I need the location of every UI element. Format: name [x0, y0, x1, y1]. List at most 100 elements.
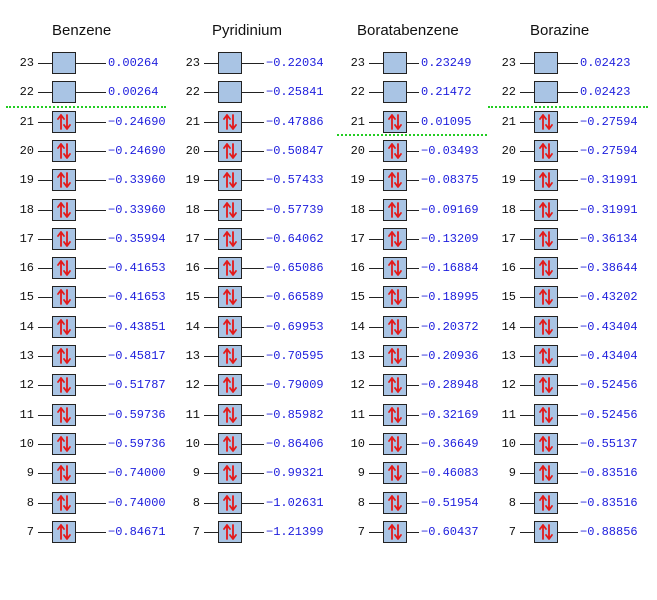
level-line-left [369, 473, 383, 475]
orbital-energy: 0.21472 [421, 85, 472, 100]
orbital-energy: −0.55137 [580, 436, 638, 451]
orbital-index: 17 [185, 231, 200, 246]
spin-up-down-arrows-icon [223, 494, 237, 511]
level-line-right [76, 121, 106, 123]
occupied-orbital-box [218, 198, 242, 221]
level-line-left [38, 268, 52, 270]
molecule-column: Benzene 23 0.00264 22 0.00264 21 −0.24690 20 −0.… [6, 0, 170, 600]
orbital-energy: −0.51954 [421, 495, 479, 510]
spin-up-down-arrows-icon [539, 377, 553, 394]
spin-up-down-arrows-icon [539, 260, 553, 276]
occupied-orbital-box [52, 139, 76, 162]
orbital-index: 21 [501, 114, 516, 129]
orbital-index: 15 [350, 290, 365, 305]
orbital-energy: −0.33960 [108, 202, 166, 217]
spin-up-down-arrows-icon [388, 523, 402, 540]
orbital-level: 19 −0.57433 [172, 169, 336, 193]
level-line-right [76, 473, 106, 475]
orbital-index: 21 [19, 114, 34, 129]
level-line-left [369, 356, 383, 357]
level-line-right [407, 414, 419, 416]
level-line-right [242, 92, 264, 94]
occupied-orbital-box [52, 374, 76, 397]
orbital-index: 12 [350, 378, 365, 393]
orbital-level: 8 −0.74000 [6, 491, 170, 516]
level-line-right [407, 531, 419, 533]
virtual-orbital-box [52, 81, 76, 104]
level-line-left [369, 297, 383, 299]
level-line-left [204, 150, 218, 152]
orbital-level: 9 −0.99321 [172, 462, 336, 486]
level-line-right [558, 121, 578, 123]
spin-up-down-arrows-icon [539, 435, 553, 452]
orbital-energy: −0.24690 [108, 114, 166, 129]
spin-up-down-arrows-icon [223, 289, 237, 306]
orbital-level: 21 −0.27594 [488, 110, 652, 135]
occupied-orbital-box [534, 315, 558, 338]
orbital-level: 9 −0.74000 [6, 462, 170, 486]
orbital-index: 10 [501, 436, 516, 451]
spin-up-down-arrows-icon [388, 465, 402, 482]
orbital-index: 15 [19, 290, 34, 305]
spin-up-down-arrows-icon [388, 260, 402, 276]
orbital-index: 20 [185, 143, 200, 158]
occupied-orbital-box [383, 374, 407, 397]
orbital-energy: −0.43202 [580, 290, 638, 305]
orbital-level: 19 −0.33960 [6, 169, 170, 193]
occupied-orbital-box [218, 315, 242, 338]
homo-lumo-gap-line [488, 106, 648, 108]
occupied-orbital-box [383, 286, 407, 309]
orbital-energy: −0.59736 [108, 407, 166, 422]
orbital-index: 9 [192, 466, 200, 481]
orbital-index: 22 [19, 85, 34, 100]
orbital-energy: −0.64062 [266, 231, 324, 246]
spin-up-down-arrows-icon [539, 406, 553, 423]
spin-up-down-arrows-icon [388, 494, 402, 511]
spin-up-down-arrows-icon [388, 172, 402, 189]
level-line-left [38, 326, 52, 328]
orbital-level: 23 0.00264 [6, 52, 170, 76]
orbital-energy: −0.88856 [580, 524, 638, 539]
occupied-orbital-box [383, 345, 407, 367]
level-line-left [369, 326, 383, 328]
level-line-left [204, 268, 218, 270]
orbital-index: 12 [501, 378, 516, 393]
orbital-energy: −0.84671 [108, 524, 166, 539]
level-line-right [558, 443, 578, 445]
level-line-right [558, 209, 578, 211]
orbital-energy: −0.20372 [421, 319, 479, 334]
spin-up-down-arrows-icon [57, 523, 71, 540]
orbital-energy: −0.28948 [421, 378, 479, 393]
level-line-right [76, 63, 106, 64]
level-line-right [76, 356, 106, 357]
orbital-level: 16 −0.38644 [488, 257, 652, 281]
orbital-index: 19 [501, 173, 516, 188]
level-line-left [520, 502, 534, 504]
occupied-orbital-box [218, 139, 242, 162]
level-line-left [520, 414, 534, 416]
virtual-orbital-box [52, 52, 76, 74]
orbital-level: 17 −0.13209 [337, 227, 501, 252]
orbital-index: 12 [19, 378, 34, 393]
level-line-right [407, 268, 419, 270]
level-line-left [369, 414, 383, 416]
level-line-right [242, 502, 264, 504]
occupied-orbital-box [383, 169, 407, 192]
level-line-right [76, 385, 106, 387]
level-line-right [76, 443, 106, 445]
orbital-energy: −0.38644 [580, 261, 638, 276]
orbital-index: 14 [19, 319, 34, 334]
orbital-level: 16 −0.41653 [6, 257, 170, 281]
orbital-index: 13 [350, 349, 365, 363]
orbital-level: 23 −0.22034 [172, 52, 336, 76]
orbital-energy: −0.59736 [108, 436, 166, 451]
level-line-right [242, 121, 264, 123]
orbital-index: 14 [501, 319, 516, 334]
orbital-level: 12 −0.79009 [172, 374, 336, 398]
orbital-level: 11 −0.85982 [172, 403, 336, 428]
orbital-energy: −0.25841 [266, 85, 324, 100]
spin-up-down-arrows-icon [57, 377, 71, 394]
orbital-level: 9 −0.83516 [488, 462, 652, 486]
occupied-orbital-box [383, 403, 407, 426]
spin-up-down-arrows-icon [539, 113, 553, 130]
